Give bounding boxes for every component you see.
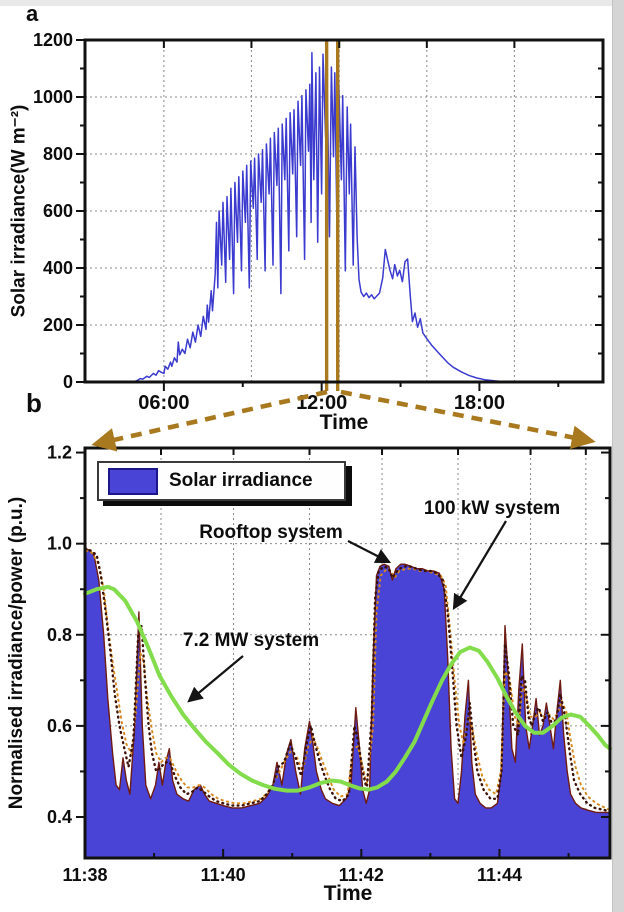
tick-label: 1000	[33, 87, 73, 107]
tick-label: 06:00	[138, 392, 189, 414]
tick-label: 200	[43, 315, 73, 335]
tick-label: 0.6	[47, 716, 72, 736]
mw72-curve	[83, 584, 612, 793]
annotation-72mw-system: 7.2 MW system	[182, 630, 320, 651]
legend-label: Solar irradiance	[169, 470, 313, 491]
tick-label: 1200	[33, 30, 73, 50]
panel-a-y-axis-title: Solar irradiance(W m⁻²)	[8, 104, 30, 318]
annotation-100kw-system: 100 kW system	[423, 498, 561, 519]
tick-label: 11:38	[62, 865, 107, 885]
panel-a-ticks	[76, 39, 603, 391]
top-gray-strip	[0, 0, 624, 6]
panel-a-tick-labels: 0 200 400 600 800 1000 1200 06:00 12:00 18:00	[33, 30, 505, 414]
tick-label: 1.2	[47, 443, 72, 463]
panel-b-ticks	[76, 448, 610, 858]
tick-label: 1.0	[47, 534, 72, 554]
panel-a-x-axis-title: Time	[319, 411, 369, 434]
right-gray-strip	[612, 0, 624, 912]
tick-label: 600	[43, 201, 73, 221]
tick-label: 400	[43, 258, 73, 278]
tick-label: 12:00	[296, 392, 347, 414]
tick-label: 0.4	[47, 807, 72, 827]
panel-b-solar-irradiance-area	[84, 547, 610, 857]
tick-label: 11:42	[339, 865, 384, 885]
tick-label: 800	[43, 144, 73, 164]
annotation-rooftop-system: Rooftop system	[199, 522, 343, 543]
panel-b-label: b	[26, 388, 42, 418]
panel-a-irradiance-line	[133, 52, 506, 383]
legend-solar-irradiance: Solar irradiance	[97, 461, 346, 501]
panel-b-frame	[83, 446, 612, 860]
panel-b-tick-labels: 0.4 0.6 0.8 1.0 1.2 11:38 11:40 11:42 11:44	[47, 443, 522, 885]
panel-a-label: a	[26, 1, 39, 26]
tick-label: 0	[63, 372, 73, 392]
tick-label: 11:40	[201, 865, 246, 885]
annotation-arrows	[187, 520, 507, 703]
panel-b-x-axis-title: Time	[323, 882, 373, 905]
tick-label: 11:44	[477, 865, 522, 885]
panel-b-y-axis-title: Normalised irradiance/power (p.u.)	[6, 496, 27, 810]
rooftop-curve	[83, 547, 612, 814]
kw100-curve	[84, 549, 611, 812]
zoom-connector-arrows	[91, 389, 596, 452]
legend-swatch-blue	[108, 467, 158, 495]
tick-label: 0.8	[47, 625, 72, 645]
tick-label: 18:00	[454, 392, 505, 414]
panel-a-zoom-window-markers	[324, 40, 340, 391]
